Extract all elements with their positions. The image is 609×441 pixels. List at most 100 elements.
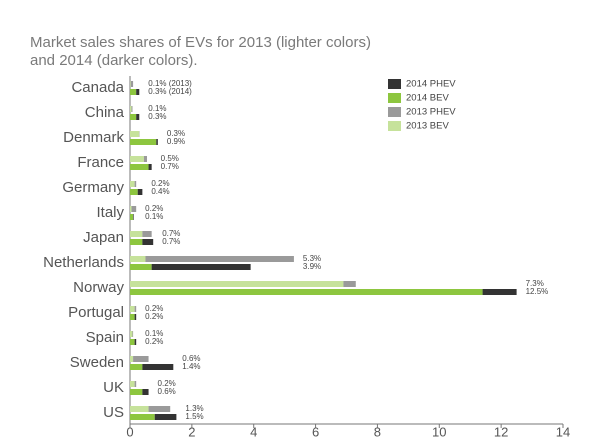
bar-segment: [130, 106, 132, 112]
bar-segment: [143, 156, 148, 162]
legend-swatch: [388, 121, 401, 131]
bar-segment: [130, 114, 137, 120]
bar-segment: [134, 314, 137, 320]
legend-swatch: [388, 107, 401, 117]
x-tick-label: 10: [432, 424, 446, 439]
y-tick-label: China: [85, 104, 125, 121]
data-label: 5.3%: [303, 254, 321, 263]
data-label: 0.7%: [161, 162, 179, 171]
bar-segment: [142, 231, 152, 237]
data-label: 0.9%: [167, 137, 185, 146]
bar-segment: [130, 289, 483, 295]
data-label: 0.7%: [162, 237, 180, 246]
bar-segment: [134, 306, 137, 312]
data-label: 1.5%: [185, 412, 203, 421]
y-tick-label: Norway: [73, 279, 124, 296]
data-label: 0.1%: [145, 212, 163, 221]
bar-segment: [136, 114, 140, 120]
legend-label: 2013 PHEV: [406, 107, 456, 118]
x-tick-label: 6: [312, 424, 319, 439]
y-tick-label: Denmark: [63, 129, 124, 146]
legend-swatch: [388, 93, 401, 103]
x-tick-label: 0: [126, 424, 133, 439]
legend-swatch: [388, 79, 401, 89]
bar-segment: [151, 264, 251, 270]
y-tick-label: US: [103, 404, 124, 421]
bar-segment: [136, 89, 140, 95]
data-label: 0.2%: [145, 337, 163, 346]
legend-label: 2014 BEV: [406, 93, 449, 104]
bar-segment: [130, 331, 133, 337]
bar-segment: [134, 339, 137, 345]
bar-segment: [130, 81, 134, 87]
x-tick-label: 12: [494, 424, 508, 439]
bar-segment: [142, 389, 149, 395]
data-label: 1.3%: [185, 404, 203, 413]
y-tick-label: Portugal: [68, 304, 124, 321]
bar-segment: [133, 214, 134, 220]
bar-segment: [142, 364, 174, 370]
bar-segment: [131, 206, 137, 212]
bar-segment: [137, 189, 143, 195]
bar-segment: [130, 139, 157, 145]
y-tick-label: Netherlands: [43, 254, 124, 271]
y-tick-label: Italy: [96, 204, 124, 221]
bar-segment: [130, 81, 131, 87]
bar-segment: [130, 239, 143, 245]
bar-segment: [132, 331, 134, 337]
chart-title-line: Market sales shares of EVs for 2013 (lig…: [30, 34, 371, 51]
y-tick-label: UK: [103, 379, 124, 396]
bar-segment: [154, 414, 177, 420]
bar-segment: [130, 306, 135, 312]
data-label: 7.3%: [526, 279, 544, 288]
data-label: 12.5%: [526, 287, 549, 296]
bar-segment: [130, 281, 344, 287]
bar-segment: [130, 364, 143, 370]
bar-segment: [130, 264, 152, 270]
bar-segment: [130, 156, 144, 162]
data-label: 0.1%: [145, 329, 163, 338]
data-label: 0.4%: [151, 187, 169, 196]
data-label: 0.2%: [151, 179, 169, 188]
bar-segment: [148, 406, 171, 412]
bar-segment: [133, 356, 149, 362]
data-label: 0.2%: [158, 379, 176, 388]
data-label: 0.3%: [167, 129, 185, 138]
bar-segment: [134, 381, 137, 387]
data-label: 0.1% (2013): [148, 79, 192, 88]
bar-segment: [130, 314, 135, 320]
data-label: 0.2%: [145, 204, 163, 213]
y-tick-label: Japan: [83, 229, 124, 246]
chart-title-line: and 2014 (darker colors).: [30, 52, 198, 69]
x-tick-label: 4: [250, 424, 257, 439]
data-label: 0.6%: [182, 354, 200, 363]
data-label: 0.1%: [148, 104, 166, 113]
y-tick-label: Germany: [62, 179, 124, 196]
bar-segment: [130, 356, 134, 362]
bar-segment: [145, 256, 294, 262]
bar-segment: [130, 181, 135, 187]
bar-segment: [130, 381, 135, 387]
bar-segment: [130, 339, 135, 345]
bar-segment: [130, 206, 132, 212]
bar-segment: [130, 231, 143, 237]
data-label: 0.3% (2014): [148, 87, 192, 96]
legend-label: 2014 PHEV: [406, 79, 456, 90]
data-label: 0.6%: [158, 387, 176, 396]
bar-segment: [134, 181, 137, 187]
bar-segment: [131, 106, 133, 112]
x-tick-label: 2: [188, 424, 195, 439]
y-tick-label: Spain: [86, 329, 124, 346]
bar-segment: [130, 89, 137, 95]
y-tick-label: France: [77, 154, 124, 171]
data-label: 0.5%: [161, 154, 179, 163]
bar-segment: [130, 164, 149, 170]
data-label: 0.2%: [145, 304, 163, 313]
data-label: 0.3%: [148, 112, 166, 121]
y-tick-label: Canada: [71, 79, 124, 96]
data-label: 0.2%: [145, 312, 163, 321]
bar-segment: [130, 256, 146, 262]
bar-segment: [130, 406, 149, 412]
y-tick-label: Sweden: [70, 354, 124, 371]
bar-segment: [343, 281, 356, 287]
